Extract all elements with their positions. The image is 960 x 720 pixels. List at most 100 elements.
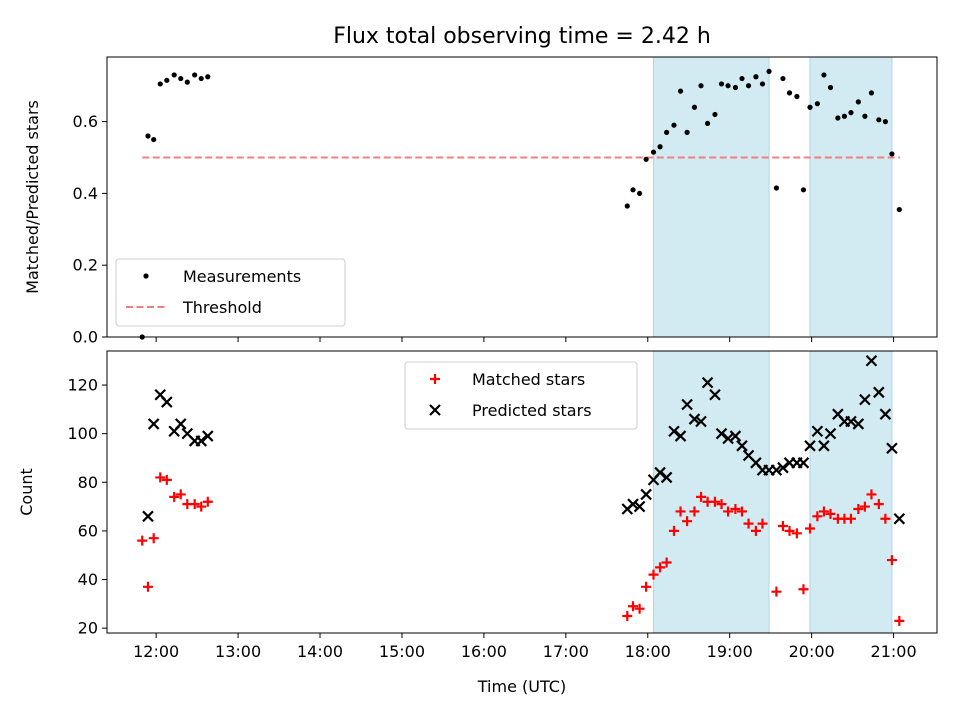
data-point: [648, 569, 659, 580]
data-point: [184, 79, 190, 85]
data-point: [825, 508, 836, 519]
data-point: [800, 187, 807, 193]
data-point: [704, 120, 711, 127]
data-point: [730, 504, 741, 515]
data-point: [155, 472, 166, 483]
chart-title: Flux total observing time = 2.42 h: [333, 24, 711, 49]
y-tick-label: 100: [67, 424, 98, 443]
data-point: [195, 435, 208, 447]
data-point: [770, 464, 783, 476]
data-point: [866, 489, 877, 500]
data-point: [777, 521, 788, 532]
data-point: [671, 122, 677, 128]
data-point: [894, 615, 905, 626]
data-point: [743, 518, 754, 529]
x-tick-label: 18:00: [625, 642, 671, 661]
data-point: [709, 496, 720, 507]
data-point: [876, 117, 882, 123]
data-point: [771, 586, 782, 597]
legend-box: [404, 361, 638, 430]
data-point: [812, 511, 823, 522]
data-point: [889, 151, 895, 157]
x-tick-label: 17:00: [543, 642, 589, 661]
y-tick-label: 0.2: [73, 256, 98, 275]
data-point: [725, 83, 731, 89]
data-point: [151, 136, 157, 143]
data-point: [689, 506, 700, 517]
data-point: [709, 388, 721, 401]
data-point: [848, 110, 854, 116]
data-point: [718, 81, 725, 87]
data-point: [865, 354, 878, 367]
data-point: [814, 101, 820, 107]
data-point: [715, 427, 728, 440]
data-point: [811, 425, 824, 438]
data-point: [780, 75, 786, 82]
data-point: [640, 488, 652, 501]
legend: Measurements Threshold: [115, 258, 346, 327]
data-point: [723, 506, 734, 517]
data-point: [681, 398, 693, 411]
data-point: [695, 415, 707, 428]
observing-window-1: [653, 56, 770, 338]
observing-window-2: [809, 56, 893, 338]
data-point: [142, 581, 153, 592]
data-point: [674, 430, 687, 442]
legend-box: [115, 258, 346, 327]
data-point: [636, 190, 643, 197]
data-point: [137, 535, 148, 546]
data-point: [827, 84, 834, 91]
data-point: [688, 413, 701, 425]
data-point: [157, 81, 163, 87]
data-point: [169, 491, 180, 502]
data-point: [729, 430, 742, 442]
data-point: [786, 90, 793, 96]
y-tick-label: 80: [78, 473, 98, 492]
data-point: [859, 393, 871, 406]
data-point: [736, 506, 747, 517]
x-tick-label: 15:00: [379, 642, 425, 661]
legend-marker: [429, 404, 441, 416]
x-tick-label: 12:00: [133, 642, 179, 661]
x-tick-label: 19:00: [707, 642, 753, 661]
data-point: [189, 499, 200, 510]
data-point: [174, 418, 187, 430]
data-point: [753, 74, 759, 80]
data-point: [824, 427, 837, 440]
data-point: [164, 77, 170, 83]
data-point: [627, 498, 639, 510]
panel-top-ratio: 0.0 0.2 0.4 0.6 Matched/Predicted stars Measu…: [23, 56, 938, 347]
data-point: [880, 513, 891, 524]
legend-marker: [430, 374, 440, 384]
data-point: [628, 601, 639, 612]
legend-label: Measurements: [183, 267, 301, 286]
data-point: [633, 500, 646, 513]
data-point: [624, 203, 630, 209]
data-point: [794, 93, 800, 100]
data-point: [654, 466, 666, 479]
y-tick-label: 60: [78, 521, 98, 540]
data-point: [148, 533, 159, 544]
data-point: [736, 440, 748, 452]
data-point: [882, 119, 888, 125]
y-tick-label: 0.0: [73, 328, 98, 347]
data-point: [807, 104, 813, 110]
data-point: [192, 72, 198, 78]
data-point: [893, 512, 906, 525]
data-point: [712, 111, 718, 118]
data-point: [696, 491, 707, 502]
data-point: [205, 74, 211, 80]
data-point: [641, 581, 652, 592]
data-point: [660, 471, 673, 484]
data-point: [668, 425, 680, 438]
data-point: [661, 557, 672, 568]
axes-frame: [106, 56, 938, 338]
data-point: [805, 523, 816, 534]
data-point: [664, 129, 670, 135]
data-point: [879, 408, 892, 420]
x-tick-label: 14:00: [297, 642, 343, 661]
data-point: [773, 185, 780, 191]
data-point: [821, 72, 827, 78]
data-point: [684, 129, 690, 135]
